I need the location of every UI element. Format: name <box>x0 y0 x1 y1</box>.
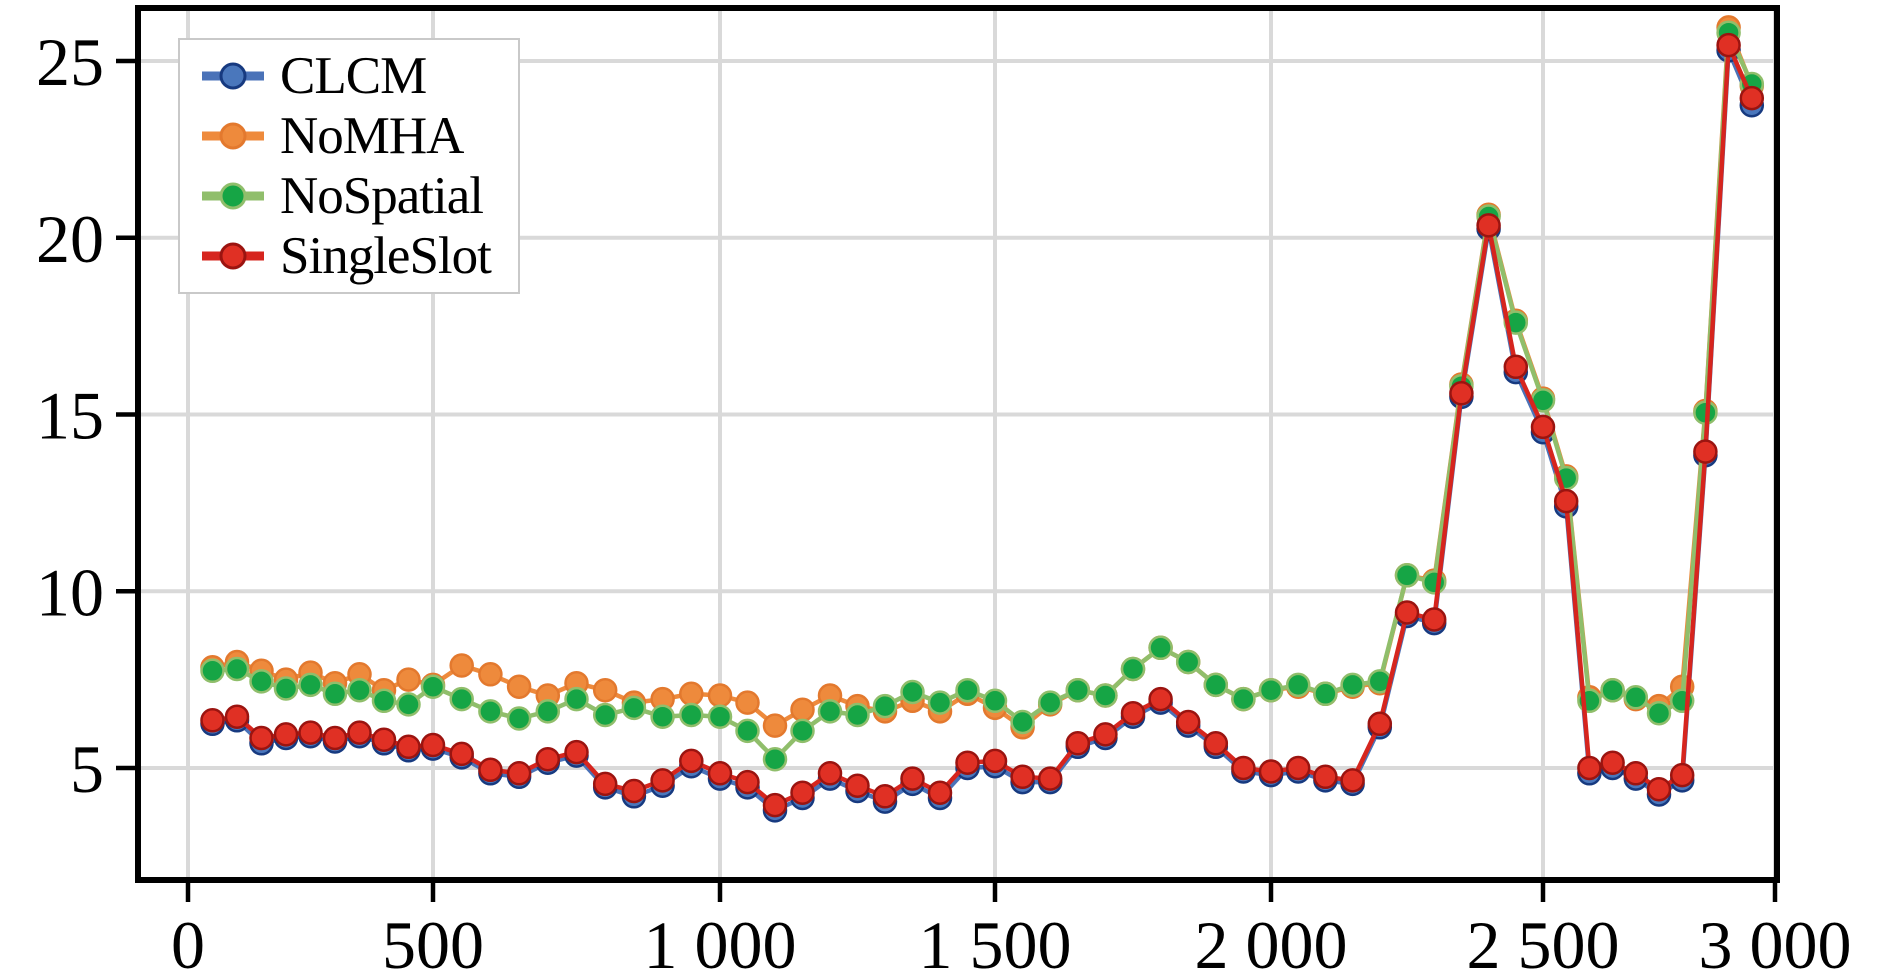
axes-spines <box>135 5 1780 883</box>
legend-item-clcm: CLCM <box>200 46 508 106</box>
legend-label-clcm: CLCM <box>280 46 427 105</box>
svg-text:3 000: 3 000 <box>1699 907 1852 979</box>
axis-ticks <box>116 58 1778 902</box>
svg-text:15: 15 <box>36 378 104 454</box>
nomha-line-marker-icon <box>202 122 264 150</box>
svg-text:20: 20 <box>36 201 104 277</box>
data-series <box>200 15 1765 823</box>
svg-text:1 500: 1 500 <box>919 907 1072 979</box>
svg-text:5: 5 <box>70 731 104 807</box>
svg-text:25: 25 <box>36 24 104 100</box>
svg-text:0: 0 <box>171 907 205 979</box>
clcm-line-marker-icon <box>202 62 264 90</box>
legend-item-singleslot: SingleSlot <box>200 226 508 286</box>
svg-text:10: 10 <box>36 554 104 630</box>
legend-label-nospatial: NoSpatial <box>280 166 484 225</box>
svg-text:2 000: 2 000 <box>1195 907 1348 979</box>
legend-label-nomha: NoMHA <box>280 106 464 165</box>
svg-text:2 500: 2 500 <box>1467 907 1620 979</box>
legend-label-singleslot: SingleSlot <box>280 226 492 285</box>
svg-text:1 000: 1 000 <box>644 907 797 979</box>
svg-text:500: 500 <box>382 907 484 979</box>
axis-tick-labels: 0 500 1 000 1 500 2 000 2 500 3 000 5 10 15 20 25 <box>36 24 1852 979</box>
singleslot-line-marker-icon <box>202 242 264 270</box>
legend-item-nospatial: NoSpatial <box>200 166 508 226</box>
legend: CLCM NoMHA NoSpatial SingleSlot <box>178 38 520 294</box>
nospatial-line-marker-icon <box>202 182 264 210</box>
legend-item-nomha: NoMHA <box>200 106 508 166</box>
